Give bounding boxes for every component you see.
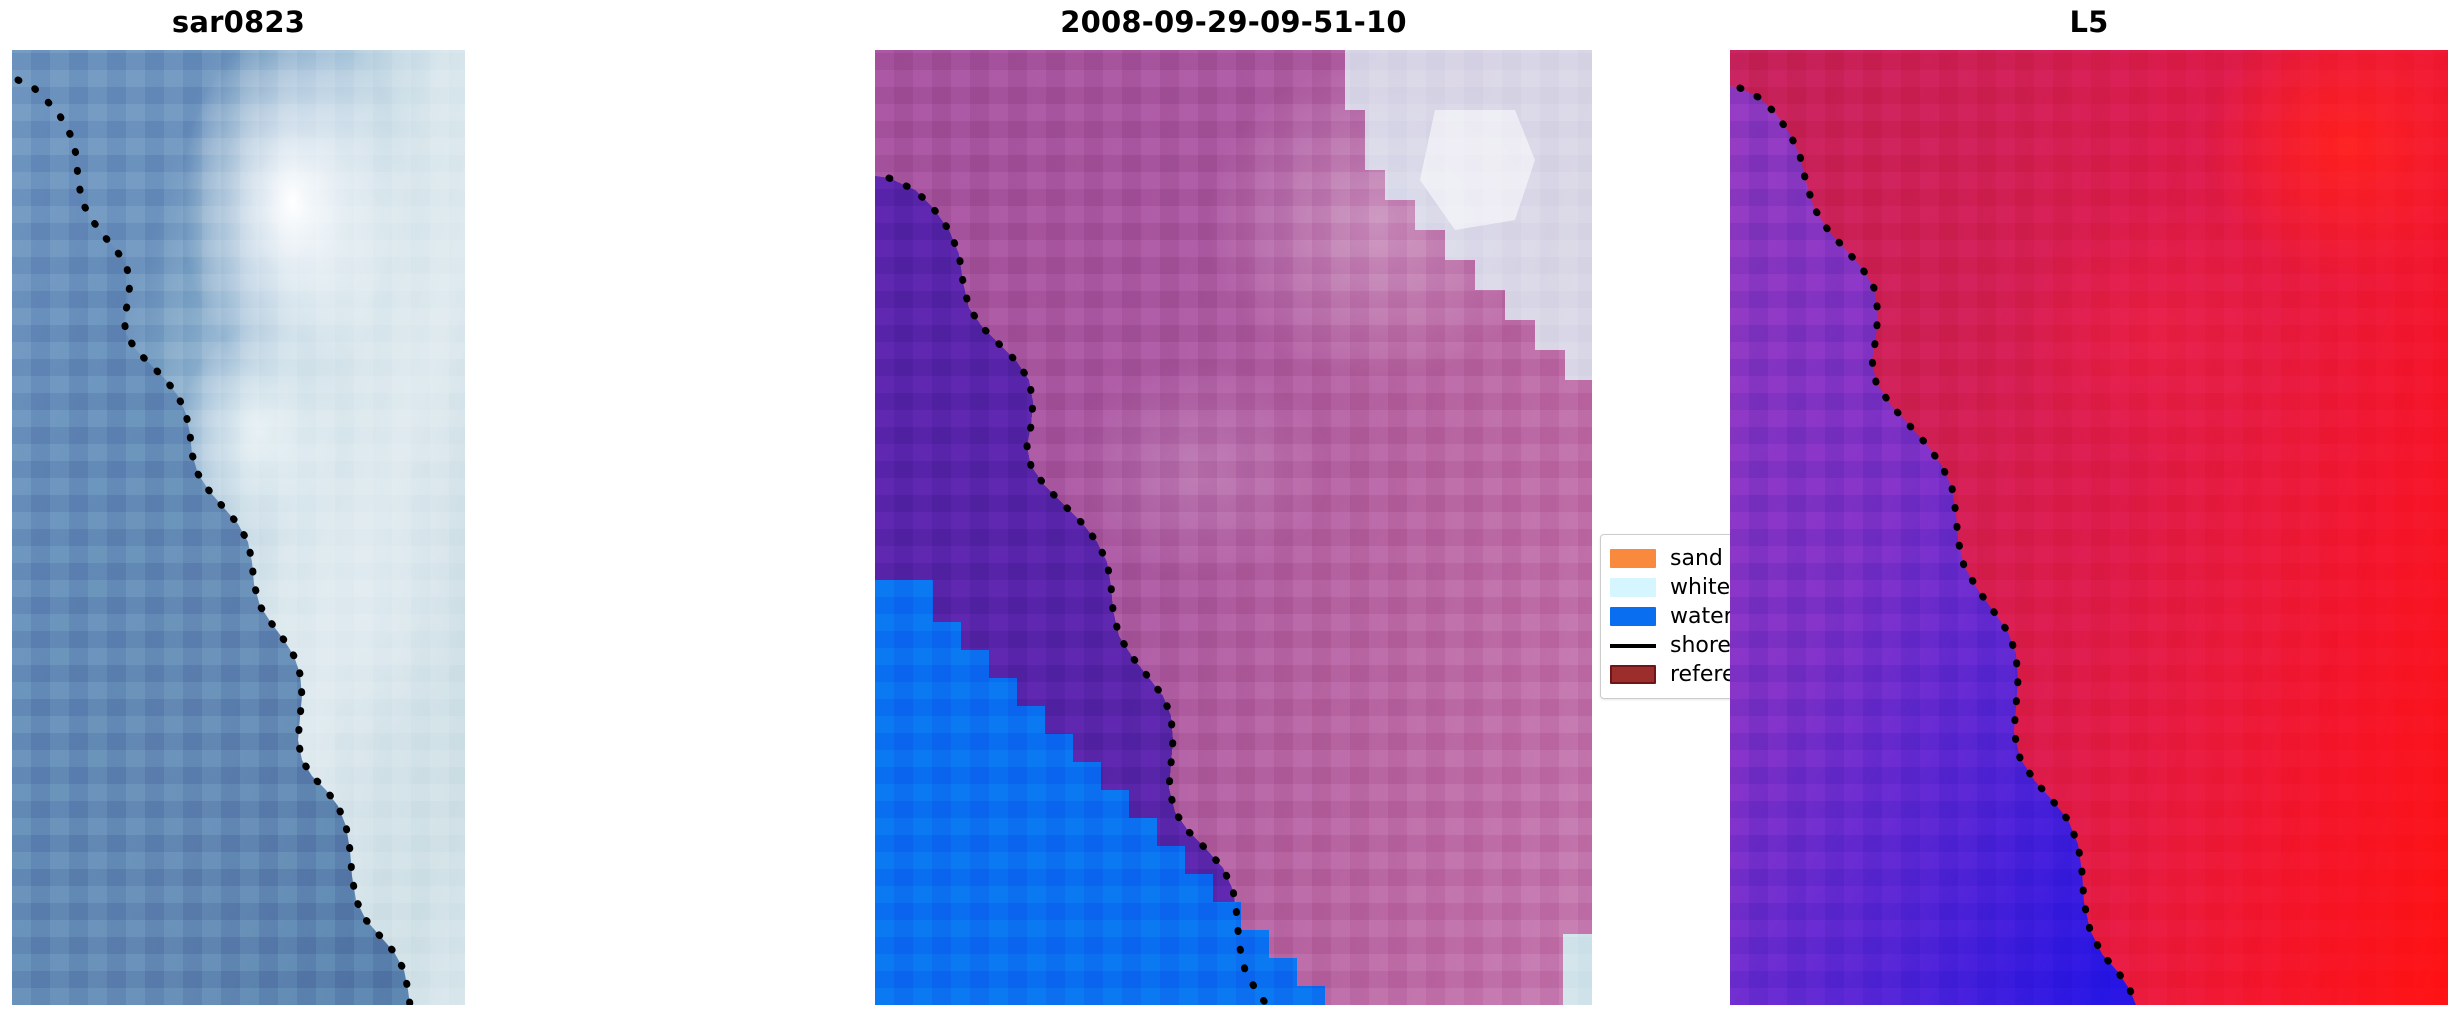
classification-panel-image [875, 50, 1592, 1005]
l5-panel-image [1730, 50, 2448, 1005]
shoreline-swatch [1610, 643, 1656, 648]
sar-panel-image [12, 50, 465, 1005]
sar-texture [12, 50, 465, 1005]
reference-swatch [1610, 665, 1656, 684]
classification-texture [875, 50, 1592, 1005]
legend-item-sand[interactable]: sand [1610, 544, 1739, 573]
classification-panel: 2008-09-29-09-51-10 [875, 0, 1595, 1010]
classification-whitewater-region [1345, 50, 1592, 380]
legend-label-sand: sand [1670, 546, 1723, 571]
classification-panel-title: 2008-09-29-09-51-10 [1060, 5, 1407, 39]
l5-panel-title: L5 [2069, 5, 2109, 39]
classification-whitewater-patch [1563, 934, 1592, 1005]
legend-item-water[interactable]: water [1610, 602, 1739, 631]
legend-label-water: water [1670, 604, 1733, 629]
sar-panel: sar0823 [12, 0, 732, 1010]
whitewater-swatch [1610, 578, 1656, 597]
legend-item-shoreline[interactable]: shoreline [1610, 631, 1749, 660]
sand-swatch [1610, 549, 1656, 568]
l5-texture [1730, 50, 2448, 1005]
legend-item-reference[interactable]: reference [1610, 660, 1749, 689]
water-swatch [1610, 607, 1656, 626]
sar-panel-title: sar0823 [171, 5, 306, 39]
l5-panel: L5 [1730, 0, 2460, 1010]
